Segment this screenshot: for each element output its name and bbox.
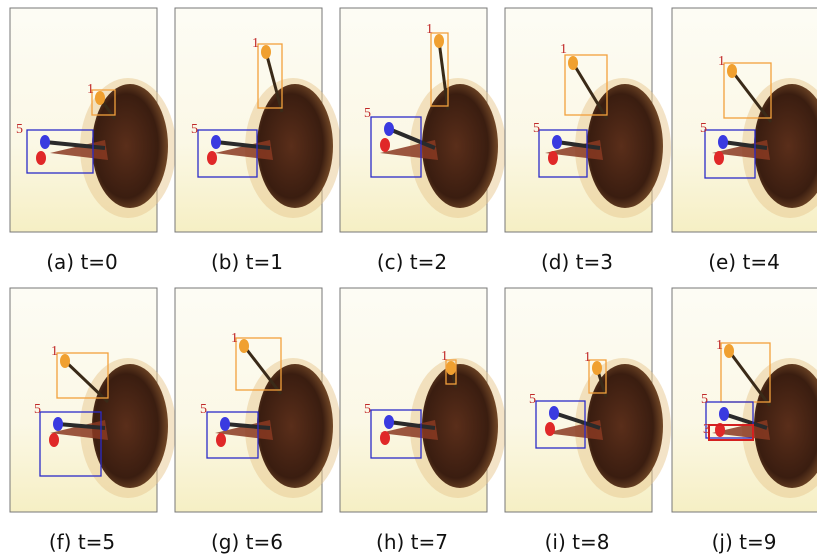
caption: (g) t=6 (211, 530, 283, 554)
antenna-tip (216, 433, 226, 447)
caption: (d) t=3 (541, 250, 613, 274)
antenna-tip (220, 417, 230, 431)
antenna-tip (592, 361, 602, 375)
panel: 15 (672, 8, 817, 232)
panel: 15 (505, 288, 671, 512)
box-label: 1 (441, 349, 448, 364)
antenna-tip (727, 64, 737, 78)
antenna-tip (434, 34, 444, 48)
antenna-tip (40, 135, 50, 149)
panel: 15 (175, 288, 341, 512)
box-label: 5 (34, 402, 41, 417)
caption: (f) t=5 (49, 530, 115, 554)
antenna-tip (49, 433, 59, 447)
box-label: 1 (252, 36, 259, 51)
box-label: 1 (718, 54, 725, 69)
caption: (a) t=0 (46, 250, 118, 274)
antenna-tip (714, 151, 724, 165)
antenna-tip (545, 422, 555, 436)
box-label: 5 (16, 122, 23, 137)
antenna-tip (36, 151, 46, 165)
box-label: 5 (364, 402, 371, 417)
caption: (j) t=9 (712, 530, 777, 554)
panel: 15 (10, 288, 176, 512)
antenna-tip (384, 415, 394, 429)
box-label: 5 (700, 121, 707, 136)
antenna-tip (207, 151, 217, 165)
antenna-tip (380, 431, 390, 445)
antenna-tip (261, 45, 271, 59)
box-label: 5 (701, 392, 708, 407)
caption: (i) t=8 (545, 530, 610, 554)
antenna-tip (60, 354, 70, 368)
antenna-tip (95, 91, 105, 105)
box-label: 1 (231, 331, 238, 346)
antenna-tip (380, 138, 390, 152)
box-label: 1 (426, 22, 433, 37)
antenna-tip (724, 344, 734, 358)
box-label: 5 (364, 106, 371, 121)
antenna-tip (568, 56, 578, 70)
panel: 15 (175, 8, 341, 232)
box-label: 1 (584, 350, 591, 365)
box-label: 5 (200, 402, 207, 417)
antenna-tip (548, 151, 558, 165)
antenna-tip (53, 417, 63, 431)
panel: 1 5 3 (672, 288, 817, 512)
box-label: 3 (703, 422, 710, 437)
antenna-tip (384, 122, 394, 136)
antenna-tip (549, 406, 559, 420)
box-label: 5 (529, 392, 536, 407)
figure: 15(a) t=015(b) t=115(c) t=215(d) t=315(e… (0, 0, 817, 554)
caption: (h) t=7 (376, 530, 448, 554)
box-label: 1 (560, 42, 567, 57)
box-label: 1 (51, 344, 58, 359)
caption: (b) t=1 (211, 250, 283, 274)
box-label: 1 (87, 82, 94, 97)
panel: 15 (505, 8, 671, 232)
panel: 15 (10, 8, 176, 232)
antenna-tip (239, 339, 249, 353)
antenna-tip (718, 135, 728, 149)
caption: (c) t=2 (377, 250, 447, 274)
caption: (e) t=4 (708, 250, 780, 274)
box-label: 5 (533, 121, 540, 136)
antenna-tip (211, 135, 221, 149)
antenna-tip (552, 135, 562, 149)
box-label: 1 (716, 338, 723, 353)
panel: 15 (340, 288, 506, 512)
antenna-tip (719, 407, 729, 421)
box-label: 5 (191, 122, 198, 137)
panel: 15 (340, 8, 506, 232)
